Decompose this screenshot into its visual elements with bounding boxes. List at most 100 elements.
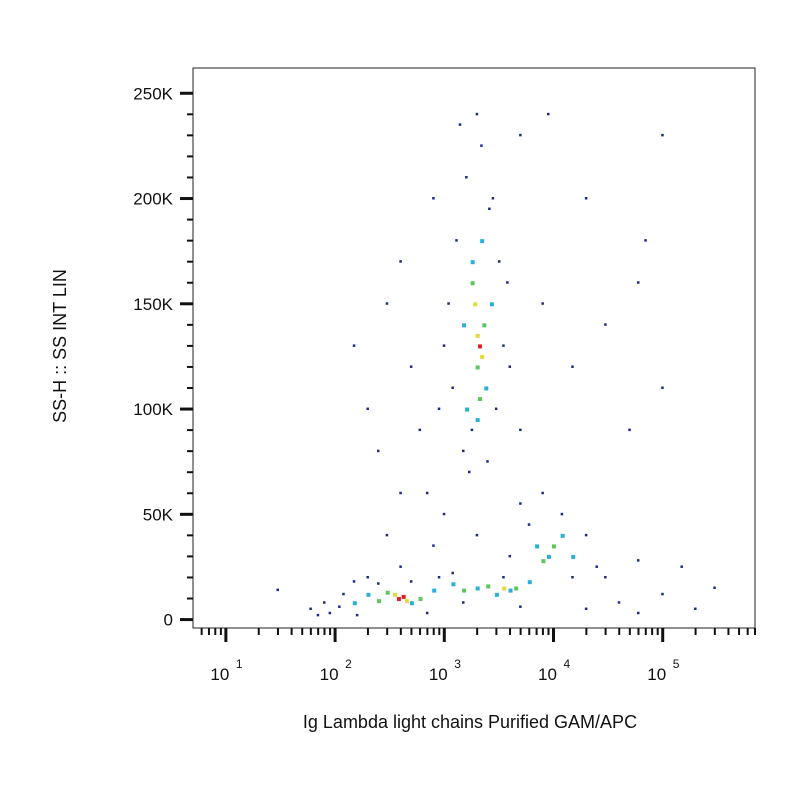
data-point [508,588,513,593]
data-point [322,601,326,604]
data-point [366,407,369,411]
data-point [451,571,454,575]
data-point [455,239,458,242]
data-point [409,365,413,368]
data-point [393,592,398,597]
data-point [458,123,462,126]
data-point [604,323,607,326]
data-point [486,584,491,589]
data-point [527,523,531,526]
y-tick-label: 250K [133,84,173,103]
data-point [541,559,546,564]
data-point [352,580,356,583]
x-tick-exponent: 4 [563,657,570,671]
data-point [401,594,406,599]
data-point [399,260,402,263]
data-point [366,592,371,597]
data-point [437,575,441,579]
data-point [595,565,598,568]
data-point [519,502,522,505]
x-tick-label: 10 [647,665,666,684]
data-point [514,586,519,591]
data-point [309,607,312,611]
data-point [470,428,474,432]
data-point [342,592,345,596]
data-point [680,565,683,568]
data-point [547,112,550,116]
data-point [541,491,544,495]
data-point [404,599,409,604]
data-point [399,565,402,568]
data-point [519,605,522,608]
data-point [488,207,491,211]
data-point [316,613,320,617]
data-point [462,588,467,593]
data-point [644,239,647,242]
data-point [628,428,631,432]
data-point [547,554,552,559]
data-point [636,611,640,615]
data-point [409,601,414,606]
data-point [484,386,489,391]
data-point [451,386,454,389]
data-point [473,302,478,307]
x-tick-exponent: 5 [673,657,680,671]
data-point [475,418,480,423]
data-point [465,407,470,412]
x-tick-label: 10 [429,665,448,684]
data-point [462,323,467,328]
data-point [475,586,480,591]
data-point [462,449,465,453]
data-point [489,302,494,307]
y-tick-label: 150K [133,295,173,314]
data-point [352,601,357,606]
data-point [462,601,465,604]
data-point [694,607,697,611]
data-point [432,197,435,200]
data-point [584,533,588,537]
data-point [409,580,413,583]
data-point [477,397,482,402]
data-point [480,144,483,147]
data-point [385,302,389,305]
data-point [276,588,279,592]
data-point [467,470,471,474]
x-tick-label: 10 [320,665,339,684]
x-tick-label: 10 [538,665,557,684]
data-point [366,575,369,579]
data-point [355,613,359,617]
x-axis-title: Ig Lambda light chains Purified GAM/APC [303,712,637,732]
data-point [636,281,640,284]
data-point [508,365,512,368]
data-point [470,281,475,286]
data-point [584,197,588,200]
data-point [385,533,389,537]
data-point [661,592,664,596]
y-tick-label: 100K [133,400,173,419]
data-point [352,344,356,347]
data-point [475,333,480,338]
data-point [477,344,482,349]
data-point [494,407,498,411]
data-point [437,407,441,411]
data-point [432,544,435,547]
data-point [636,559,640,562]
y-tick-label: 50K [143,505,174,524]
data-point [551,544,556,549]
data-point [470,260,475,265]
data-point [661,386,664,389]
data-point [713,586,716,589]
data-point [425,611,429,615]
data-point [377,449,380,453]
data-point [560,533,565,538]
data-point [661,133,664,137]
data-point [482,323,487,328]
data-point [475,533,479,537]
data-point [399,491,402,495]
data-point [519,133,522,137]
y-tick-label: 0 [164,611,173,630]
data-point [480,354,485,359]
data-point [617,601,621,604]
data-point [475,112,479,116]
